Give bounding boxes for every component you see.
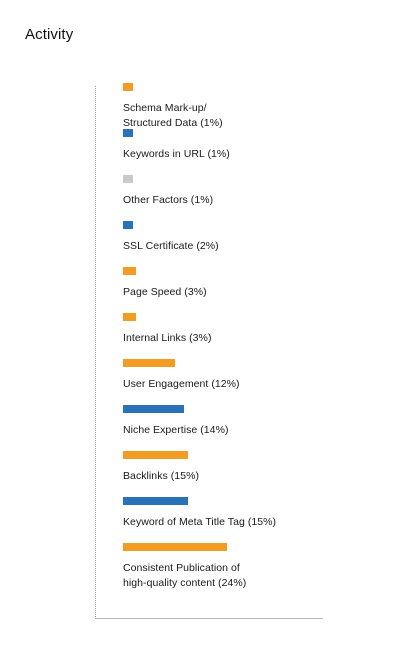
bar bbox=[123, 129, 133, 137]
bar-label: User Engagement (12%) bbox=[123, 378, 240, 390]
chart-title: Activity bbox=[25, 26, 74, 43]
bar-row: Other Factors (1%) bbox=[123, 175, 213, 208]
bar-row: Backlinks (15%) bbox=[123, 451, 199, 484]
bar-row: Consistent Publication of high-quality c… bbox=[123, 543, 246, 591]
bar-label: Schema Mark-up/ Structured Data (1%) bbox=[123, 102, 223, 129]
bar-row: SSL Certificate (2%) bbox=[123, 221, 219, 254]
bar-label: Backlinks (15%) bbox=[123, 470, 200, 482]
bar-row: Internal Links (3%) bbox=[123, 313, 212, 346]
x-axis-line bbox=[95, 618, 323, 619]
bar-label: Other Factors (1%) bbox=[123, 194, 214, 206]
bar-label: Keywords in URL (1%) bbox=[123, 148, 230, 160]
bar bbox=[123, 497, 188, 505]
bar-row: Keyword of Meta Title Tag (15%) bbox=[123, 497, 276, 530]
bar bbox=[123, 359, 175, 367]
bar bbox=[123, 267, 136, 275]
y-axis-line bbox=[95, 86, 96, 619]
bar-row: Schema Mark-up/ Structured Data (1%) bbox=[123, 83, 223, 131]
bar-label: Consistent Publication of high-quality c… bbox=[123, 562, 247, 589]
bar-row: Keywords in URL (1%) bbox=[123, 129, 230, 162]
bar-label: Page Speed (3%) bbox=[123, 286, 207, 298]
bar bbox=[123, 175, 133, 183]
bar-row: User Engagement (12%) bbox=[123, 359, 240, 392]
bar bbox=[123, 83, 133, 91]
bar-label: Keyword of Meta Title Tag (15%) bbox=[123, 516, 277, 528]
bar-label: Niche Expertise (14%) bbox=[123, 424, 229, 436]
bar bbox=[123, 313, 136, 321]
bar bbox=[123, 405, 184, 413]
bar-label: SSL Certificate (2%) bbox=[123, 240, 219, 252]
bar bbox=[123, 451, 188, 459]
bar-label: Internal Links (3%) bbox=[123, 332, 212, 344]
bar bbox=[123, 543, 227, 551]
bar-row: Niche Expertise (14%) bbox=[123, 405, 229, 438]
bar-row: Page Speed (3%) bbox=[123, 267, 207, 300]
bar bbox=[123, 221, 133, 229]
